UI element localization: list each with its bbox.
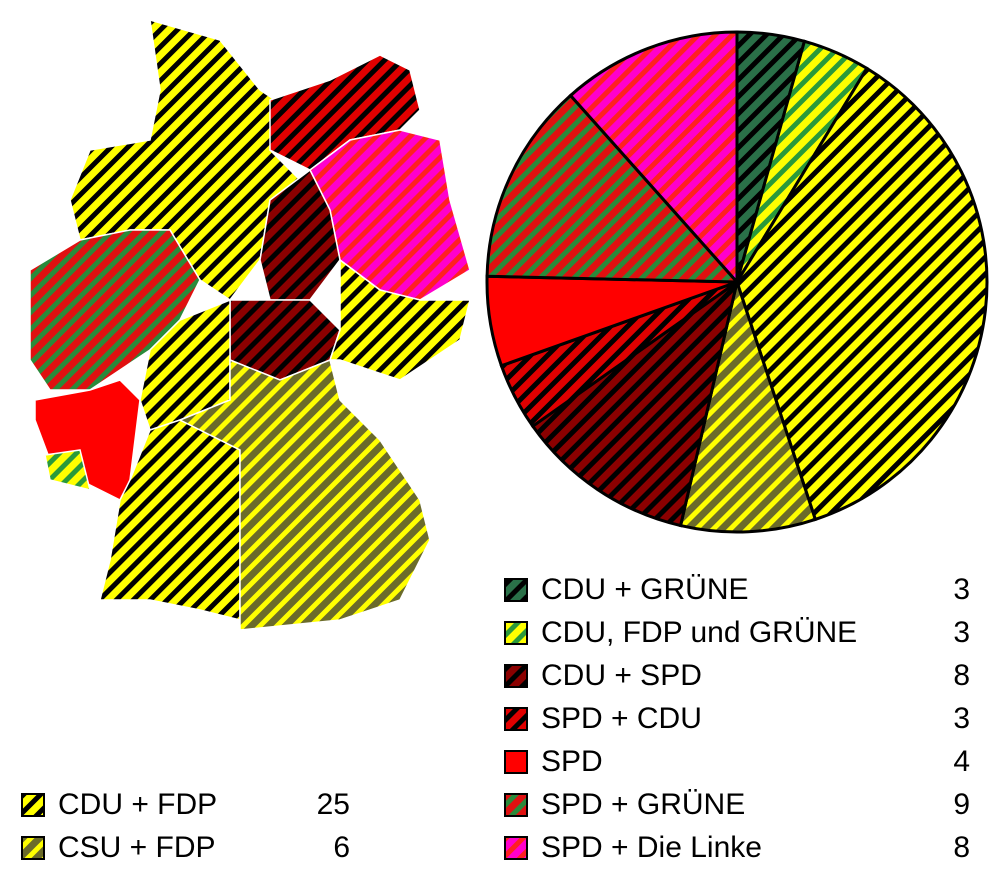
legend-label: SPD + CDU xyxy=(541,702,702,735)
state-region xyxy=(178,358,431,631)
legend-label: SPD + GRÜNE xyxy=(541,788,745,821)
legend-value: 25 xyxy=(317,788,350,821)
legend-label: SPD + Die Linke xyxy=(541,831,762,864)
legend-label: CDU, FDP und GRÜNE xyxy=(541,616,857,649)
state-region xyxy=(309,129,471,301)
pie-slice xyxy=(678,276,818,534)
legend-label: SPD xyxy=(541,745,603,778)
legend-value: 3 xyxy=(953,702,970,735)
legend-label: CSU + FDP xyxy=(58,831,216,864)
pie-slice xyxy=(530,278,740,528)
legend-value: 8 xyxy=(953,659,970,692)
pie-slice xyxy=(485,93,741,284)
legend-swatch xyxy=(21,793,45,817)
legend: CDU + GRÜNE 3 CDU, FDP und GRÜNE 3 CDU + FDP… xyxy=(21,573,970,864)
state-region xyxy=(269,54,421,171)
legend-swatch xyxy=(504,750,528,774)
legend-value: 6 xyxy=(333,831,350,864)
state-region xyxy=(328,258,471,381)
legend-swatch xyxy=(504,664,528,688)
legend-value: 3 xyxy=(953,573,970,606)
legend-swatch xyxy=(21,836,45,860)
legend-swatch xyxy=(504,621,528,645)
legend-label: CDU + FDP xyxy=(58,788,217,821)
pie-chart xyxy=(485,30,989,534)
legend-label: CDU + SPD xyxy=(541,659,702,692)
legend-value: 9 xyxy=(953,788,970,821)
germany-map xyxy=(29,18,471,631)
state-region xyxy=(259,168,341,301)
legend-swatch xyxy=(504,578,528,602)
legend-value: 8 xyxy=(953,831,970,864)
legend-value: 4 xyxy=(953,745,970,778)
legend-swatch xyxy=(504,707,528,731)
pie-slice xyxy=(568,30,739,286)
legend-value: 3 xyxy=(953,616,970,649)
legend-swatch xyxy=(504,793,528,817)
legend-swatch xyxy=(504,836,528,860)
state-region xyxy=(44,449,92,492)
legend-label: CDU + GRÜNE xyxy=(541,573,749,606)
pie-slice xyxy=(735,66,989,522)
